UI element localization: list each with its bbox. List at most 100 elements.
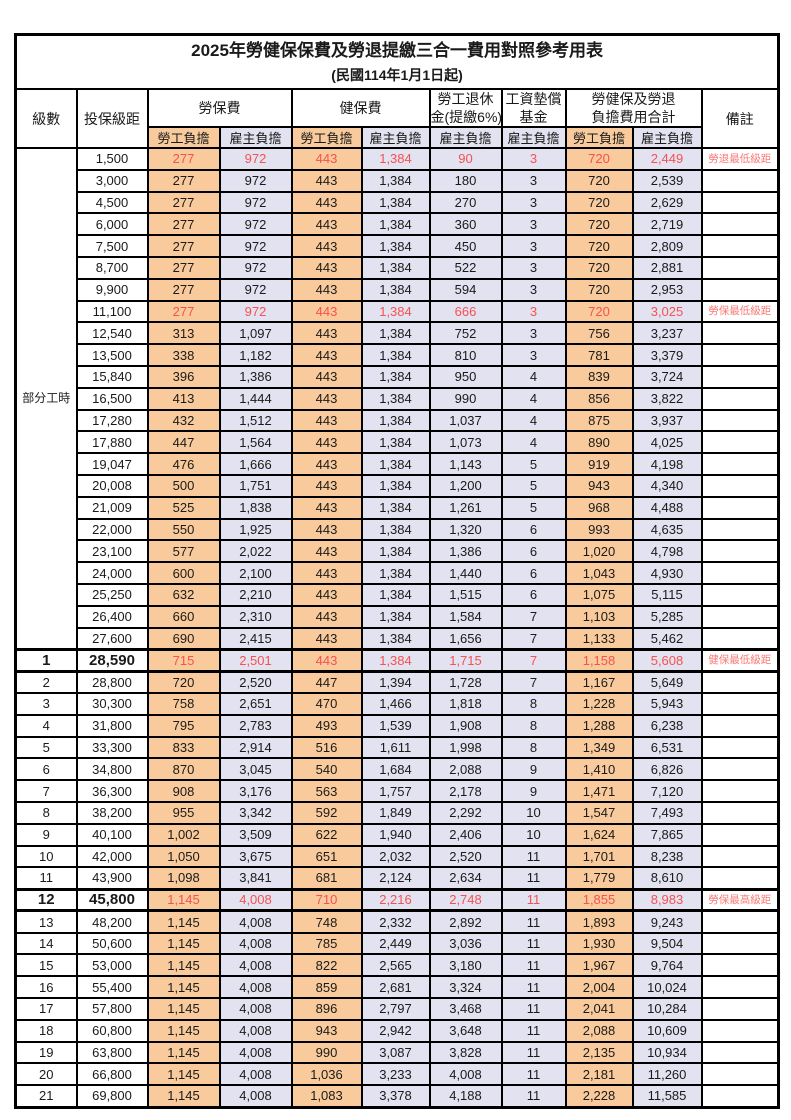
premium-comparison-table: 2025年勞健保保費及勞退提繳三合一費用對照參考用表 (民國114年1月1日起)…: [14, 33, 781, 1109]
remark-cell: [700, 234, 780, 258]
labor-insurance-employer-cell: 4,008: [218, 909, 293, 934]
header-li-employee: 勞工負擔: [146, 126, 221, 149]
table-row: 25,250 632 2,210 443 1,384 1,515 6 1,075…: [16, 582, 780, 607]
table-row: 7,500 277 972 443 1,384 450 3 720 2,809: [16, 234, 780, 258]
labor-insurance-employee-cell: 1,050: [146, 844, 221, 869]
labor-insurance-employer-cell: 2,520: [218, 670, 293, 694]
labor-insurance-employee-cell: 833: [146, 735, 221, 760]
table-row: 9 40,100 1,002 3,509 622 1,940 2,406 10 …: [14, 822, 780, 847]
remark-cell: [700, 190, 780, 215]
labor-insurance-employee-cell: 277: [146, 255, 221, 280]
health-insurance-employee-cell: 748: [290, 909, 363, 934]
labor-insurance-employer-cell: 972: [218, 299, 293, 324]
table-row: 19,047 476 1,666 443 1,384 1,143 5 919 4…: [16, 452, 780, 476]
remark-cell: 勞保最低級距: [700, 299, 780, 324]
header-wage-fund-employer: 雇主負擔: [500, 126, 567, 149]
labor-insurance-employee-cell: 1,098: [146, 866, 221, 891]
wage-fund-cell: 4: [500, 430, 567, 455]
total-employee-cell: 2,181: [564, 1062, 634, 1087]
level-cell: 19: [14, 1040, 78, 1065]
remark-cell: [700, 691, 780, 716]
total-employer-cell: 7,120: [631, 779, 703, 803]
level-cell: 17: [14, 997, 78, 1021]
health-insurance-employer-cell: 1,384: [360, 517, 431, 542]
pension-cell: 1,386: [428, 539, 503, 564]
labor-insurance-employee-cell: 525: [146, 495, 221, 520]
labor-insurance-employee-cell: 720: [146, 670, 221, 694]
labor-insurance-employer-cell: 2,310: [218, 604, 293, 629]
labor-insurance-employer-cell: 4,008: [218, 1018, 293, 1043]
total-employer-cell: 5,649: [631, 670, 703, 694]
health-insurance-employer-cell: 2,942: [360, 1018, 431, 1043]
table-row: 27,600 690 2,415 443 1,384 1,656 7 1,133…: [16, 626, 780, 651]
wage-fund-cell: 10: [500, 822, 567, 847]
remark-cell: [700, 909, 780, 934]
health-insurance-employee-cell: 443: [290, 626, 363, 651]
health-insurance-employer-cell: 1,466: [360, 691, 431, 716]
wage-fund-cell: 3: [500, 343, 567, 367]
pension-cell: 990: [428, 386, 503, 411]
labor-insurance-employer-cell: 972: [218, 255, 293, 280]
health-insurance-employee-cell: 443: [290, 561, 363, 585]
wage-fund-cell: 3: [500, 190, 567, 215]
labor-insurance-employee-cell: 1,145: [146, 1040, 221, 1065]
bracket-cell: 33,300: [75, 735, 149, 760]
wage-fund-cell: 10: [500, 800, 567, 825]
table-row: 9,900 277 972 443 1,384 594 3 720 2,953: [16, 277, 780, 302]
bracket-cell: 20,008: [75, 473, 149, 498]
total-employer-cell: 2,719: [631, 212, 703, 237]
wage-fund-cell: 3: [500, 277, 567, 302]
health-insurance-employee-cell: 443: [290, 190, 363, 215]
wage-fund-cell: 9: [500, 757, 567, 782]
table-row: 部分工時 1,500 277 972 443 1,384 90 3 720 2,…: [14, 146, 780, 651]
pension-cell: 1,037: [428, 408, 503, 433]
health-insurance-employee-cell: 563: [290, 779, 363, 803]
header-wage-fund-line1: 工資墊償: [505, 91, 562, 107]
health-insurance-employee-cell: 443: [290, 277, 363, 302]
total-employee-cell: 875: [564, 408, 634, 433]
health-insurance-employer-cell: 1,849: [360, 800, 431, 825]
health-insurance-employee-cell: 540: [290, 757, 363, 782]
bracket-cell: 24,000: [75, 561, 149, 585]
remark-cell: [700, 255, 780, 280]
health-insurance-employee-cell: 443: [290, 255, 363, 280]
total-employer-cell: 4,488: [631, 495, 703, 520]
health-insurance-employer-cell: 1,384: [360, 604, 431, 629]
pension-cell: 270: [428, 190, 503, 215]
header-total: 勞健保及勞退 負擔費用合計: [564, 88, 703, 128]
wage-fund-cell: 8: [500, 713, 567, 738]
total-employee-cell: 1,624: [564, 822, 634, 847]
remark-cell: [700, 670, 780, 694]
wage-fund-cell: 8: [500, 735, 567, 760]
health-insurance-employee-cell: 443: [290, 517, 363, 542]
labor-insurance-employer-cell: 4,008: [218, 997, 293, 1021]
wage-fund-cell: 4: [500, 364, 567, 389]
labor-insurance-employee-cell: 1,002: [146, 822, 221, 847]
total-employer-cell: 3,237: [631, 321, 703, 346]
labor-insurance-employee-cell: 447: [146, 430, 221, 455]
table-row: 12 45,800 1,145 4,008 710 2,216 2,748 11…: [14, 887, 780, 913]
pension-cell: 3,828: [428, 1040, 503, 1065]
total-employer-cell: 11,585: [631, 1084, 703, 1109]
health-insurance-employer-cell: 1,757: [360, 779, 431, 803]
labor-insurance-employee-cell: 1,145: [146, 953, 221, 978]
labor-insurance-employee-cell: 955: [146, 800, 221, 825]
pension-cell: 1,143: [428, 452, 503, 476]
health-insurance-employer-cell: 1,384: [360, 234, 431, 258]
title-row: 2025年勞健保保費及勞退提繳三合一費用對照參考用表 (民國114年1月1日起): [14, 33, 780, 90]
wage-fund-cell: 5: [500, 452, 567, 476]
total-employee-cell: 781: [564, 343, 634, 367]
bracket-cell: 28,590: [75, 647, 149, 673]
total-employee-cell: 1,167: [564, 670, 634, 694]
pension-cell: 2,520: [428, 844, 503, 869]
labor-insurance-employee-cell: 277: [146, 299, 221, 324]
bracket-cell: 22,000: [75, 517, 149, 542]
labor-insurance-employer-cell: 1,512: [218, 408, 293, 433]
wage-fund-cell: 7: [500, 670, 567, 694]
health-insurance-employer-cell: 1,539: [360, 713, 431, 738]
header-hi-employer: 雇主負擔: [360, 126, 431, 149]
total-employer-cell: 6,826: [631, 757, 703, 782]
health-insurance-employee-cell: 651: [290, 844, 363, 869]
wage-fund-cell: 11: [500, 1084, 567, 1109]
wage-fund-cell: 3: [500, 168, 567, 193]
